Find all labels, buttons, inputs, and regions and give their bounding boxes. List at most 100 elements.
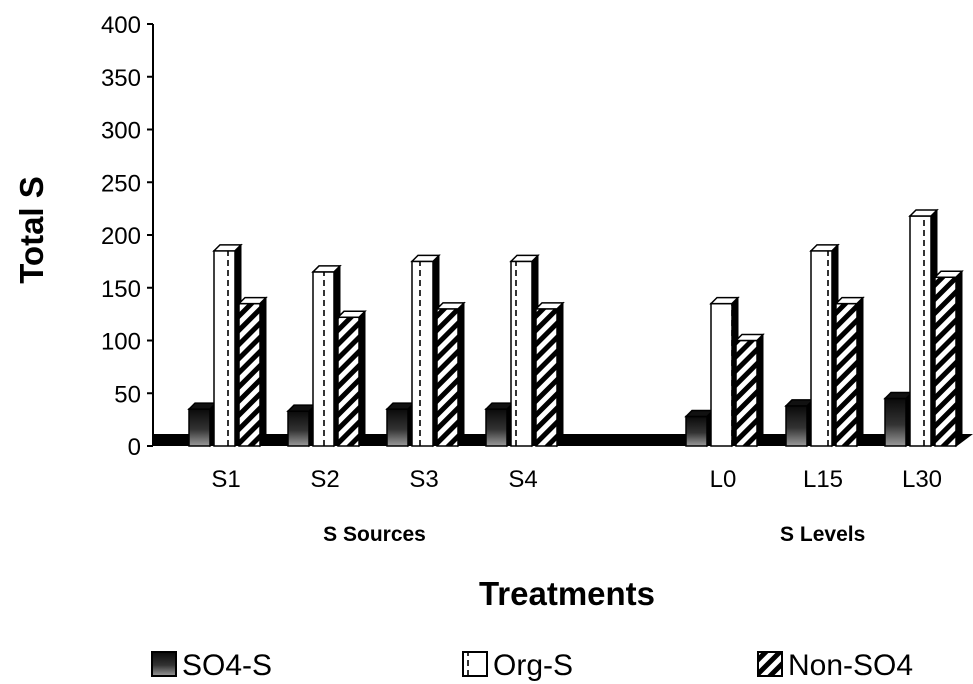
bar-front-face [909, 215, 932, 447]
bar-top-face [311, 265, 342, 273]
bar-org-s-s4 [509, 254, 540, 448]
bar-front-face [685, 415, 708, 447]
bar-non-so4-s1 [237, 296, 268, 448]
legend-item-non-so4: Non-SO4 [757, 649, 913, 682]
bar-front-face [188, 408, 211, 447]
legend-label: Non-SO4 [788, 649, 913, 682]
bar-top-face [410, 254, 441, 263]
bar-side-face [457, 301, 465, 448]
bar-org-s-l0 [709, 296, 740, 448]
y-tick-label: 100 [101, 329, 141, 356]
bar-front-face [510, 260, 533, 447]
category-label: S2 [310, 466, 339, 493]
bar-top-face [212, 244, 243, 252]
bar-org-s-s1 [212, 243, 243, 448]
bar-front-face [735, 339, 758, 447]
bar-top-face [286, 404, 317, 412]
bar-front-face [411, 260, 434, 447]
bar-so4-s-s4 [484, 401, 515, 448]
category-label: L0 [710, 466, 737, 493]
bar-top-face [933, 270, 964, 278]
y-tick-label: 400 [101, 12, 141, 39]
bar-top-face [734, 333, 765, 342]
bar-front-face [337, 316, 360, 447]
bar-top-face [336, 310, 367, 319]
y-tick-label: 150 [101, 276, 141, 303]
bar-non-so4-s4 [534, 301, 565, 448]
legend-swatch [151, 651, 177, 677]
bar-so4-s-s3 [385, 401, 416, 448]
bar-top-face [435, 302, 466, 310]
bar-front-face [785, 405, 808, 447]
category-label: S1 [211, 466, 240, 493]
bar-front-face [287, 410, 310, 447]
bar-side-face [756, 333, 764, 448]
bar-so4-s-l0 [684, 409, 715, 448]
bar-top-face [187, 402, 218, 410]
bar-top-face [809, 244, 840, 252]
category-label: S3 [409, 466, 438, 493]
bar-top-face [834, 296, 865, 305]
legend: SO4-S Org-S Non-SO4 [151, 649, 913, 682]
bar-non-so4-l15 [834, 296, 865, 448]
bar-top-face [908, 209, 939, 217]
group-label: S Levels [780, 523, 865, 546]
bar-org-s-s3 [410, 254, 441, 448]
bar-top-face [684, 409, 715, 418]
bar-so4-s-s2 [286, 403, 317, 448]
group-labels: S Sources S Levels [323, 523, 865, 546]
category-label: S4 [508, 466, 537, 493]
bar-top-face [237, 296, 268, 305]
legend-label: SO4-S [182, 649, 272, 682]
bar-org-s-s2 [311, 264, 342, 448]
y-tick-label: 350 [101, 65, 141, 92]
bar-side-face [955, 269, 963, 448]
category-label: L30 [902, 466, 942, 493]
bar-org-s-l15 [809, 243, 840, 448]
bar-front-face [386, 408, 409, 447]
legend-item-so4-s: SO4-S [151, 649, 272, 682]
bar-top-face [784, 399, 815, 407]
bar-so4-s-s1 [187, 401, 218, 448]
x-axis-title: Treatments [479, 575, 655, 612]
y-tick-labels: 0 50 100 150 200 250 300 350 400 [101, 12, 153, 461]
bar-front-face [934, 276, 957, 447]
category-labels: S1 S2 S3 S4 L0 L15 L30 [211, 466, 942, 493]
bar-top-face [385, 402, 416, 410]
bar-top-face [534, 302, 565, 310]
legend-swatch [757, 651, 783, 677]
bars [187, 208, 964, 448]
y-tick-label: 50 [114, 381, 141, 408]
bar-front-face [312, 271, 335, 447]
bar-front-face [810, 250, 833, 447]
bar-front-face [835, 302, 858, 447]
category-label: L15 [803, 466, 843, 493]
y-tick-label: 250 [101, 170, 141, 197]
bar-top-face [883, 391, 914, 400]
y-tick-label: 0 [128, 434, 141, 461]
bar-front-face [213, 250, 236, 447]
y-tick-label: 200 [101, 223, 141, 250]
bar-side-face [259, 296, 267, 448]
bar-front-face [710, 302, 733, 447]
bar-non-so4-s2 [336, 310, 367, 448]
bar-front-face [884, 397, 907, 447]
bar-top-face [484, 402, 515, 410]
legend-item-org-s: Org-S [462, 649, 573, 682]
bar-org-s-l30 [908, 208, 939, 448]
bar-front-face [436, 308, 459, 447]
bar-side-face [856, 296, 864, 448]
bar-side-face [556, 301, 564, 448]
group-label: S Sources [323, 523, 426, 546]
bar-so4-s-l15 [784, 398, 815, 448]
bar-front-face [485, 408, 508, 447]
bar-non-so4-l30 [933, 269, 964, 448]
bar-non-so4-l0 [734, 333, 765, 448]
bar-front-face [535, 308, 558, 447]
bar-side-face [358, 310, 366, 448]
legend-swatch [462, 651, 488, 677]
bar-top-face [709, 296, 740, 305]
y-tick-label: 300 [101, 118, 141, 145]
bar-so4-s-l30 [883, 391, 914, 448]
